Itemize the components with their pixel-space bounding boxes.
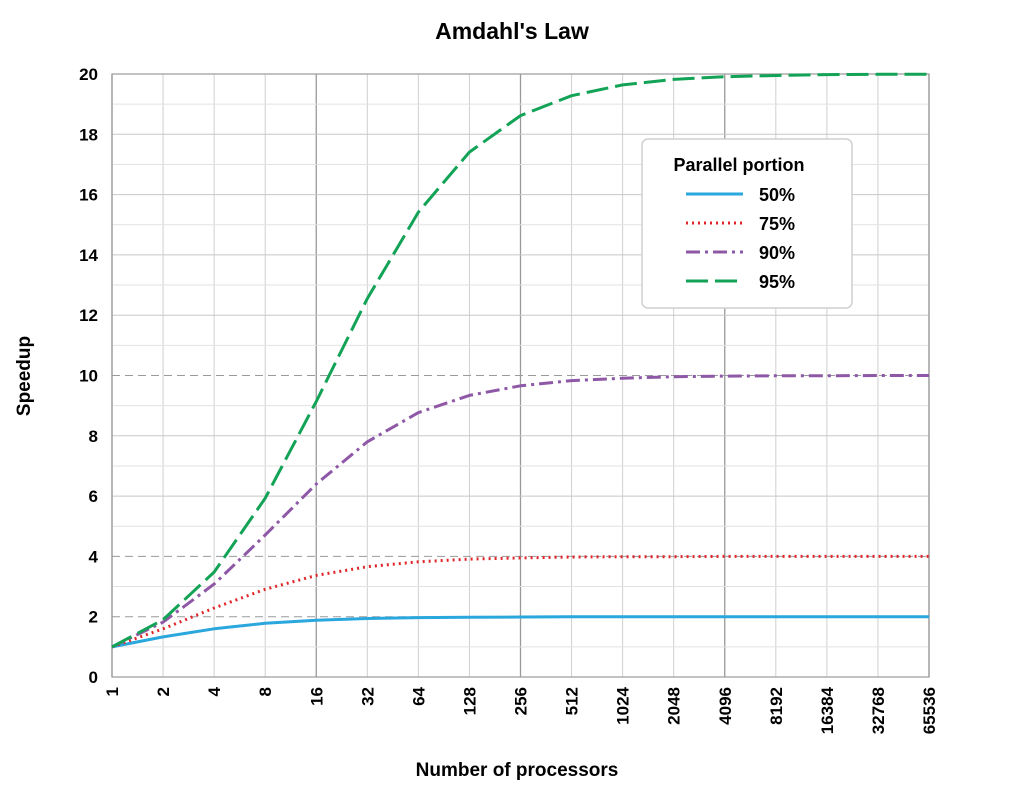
y-tick-label: 2	[89, 608, 98, 627]
x-tick-label: 16384	[818, 686, 837, 734]
legend-label: 95%	[759, 272, 795, 292]
y-tick-label: 20	[79, 65, 98, 84]
x-axis-label: Number of processors	[416, 760, 619, 781]
x-tick-label: 8	[256, 687, 275, 696]
legend-label: 50%	[759, 185, 795, 205]
x-tick-label: 16	[307, 687, 326, 706]
y-tick-label: 8	[89, 427, 98, 446]
x-tick-label: 1	[103, 687, 122, 696]
legend-items: 50% 75% 90% 95%	[686, 185, 795, 292]
x-tick-label: 1024	[614, 686, 633, 724]
x-tick-label: 65536	[920, 687, 939, 734]
x-tick-label: 8192	[767, 687, 786, 725]
y-axis-ticks: 0 2 4 6 8 10 12 14 16 18 20	[79, 65, 98, 687]
y-tick-label: 18	[79, 125, 98, 144]
y-tick-label: 16	[79, 186, 98, 205]
x-tick-label: 512	[563, 687, 582, 715]
y-tick-label: 14	[79, 246, 98, 265]
y-tick-label: 6	[89, 487, 98, 506]
series-line-75pct	[111, 554, 929, 649]
x-tick-label: 2	[154, 687, 173, 696]
legend-box	[641, 138, 853, 309]
series-line-95pct	[111, 72, 929, 649]
legend-label: 75%	[759, 214, 795, 234]
x-tick-label: 256	[512, 687, 531, 715]
y-tick-label: 0	[89, 668, 98, 687]
series-line-50pct	[111, 615, 929, 649]
x-tick-label: 32768	[869, 687, 888, 734]
x-tick-label: 4096	[716, 687, 735, 725]
legend: Parallel portion 50% 75% 90% 95%	[641, 138, 853, 309]
y-axis-label: Speedup	[14, 336, 35, 416]
x-tick-label: 128	[460, 687, 479, 715]
series-lines	[111, 72, 929, 649]
y-tick-label: 4	[89, 547, 99, 566]
y-tick-label: 10	[79, 367, 98, 386]
series-line-90pct	[111, 374, 929, 649]
x-tick-label: 32	[358, 687, 377, 706]
y-tick-label: 12	[79, 306, 98, 325]
legend-label: 90%	[759, 243, 795, 263]
x-axis-ticks: 1 2 4 8 16 32 64 128 256 512 1024 2048 4096 8192 16384…	[103, 686, 939, 734]
x-tick-label: 2048	[665, 687, 684, 725]
x-tick-label: 4	[205, 686, 224, 696]
x-tick-label: 64	[409, 686, 428, 705]
legend-title: Parallel portion	[673, 155, 804, 175]
chart-title: Amdahl's Law	[435, 18, 589, 44]
